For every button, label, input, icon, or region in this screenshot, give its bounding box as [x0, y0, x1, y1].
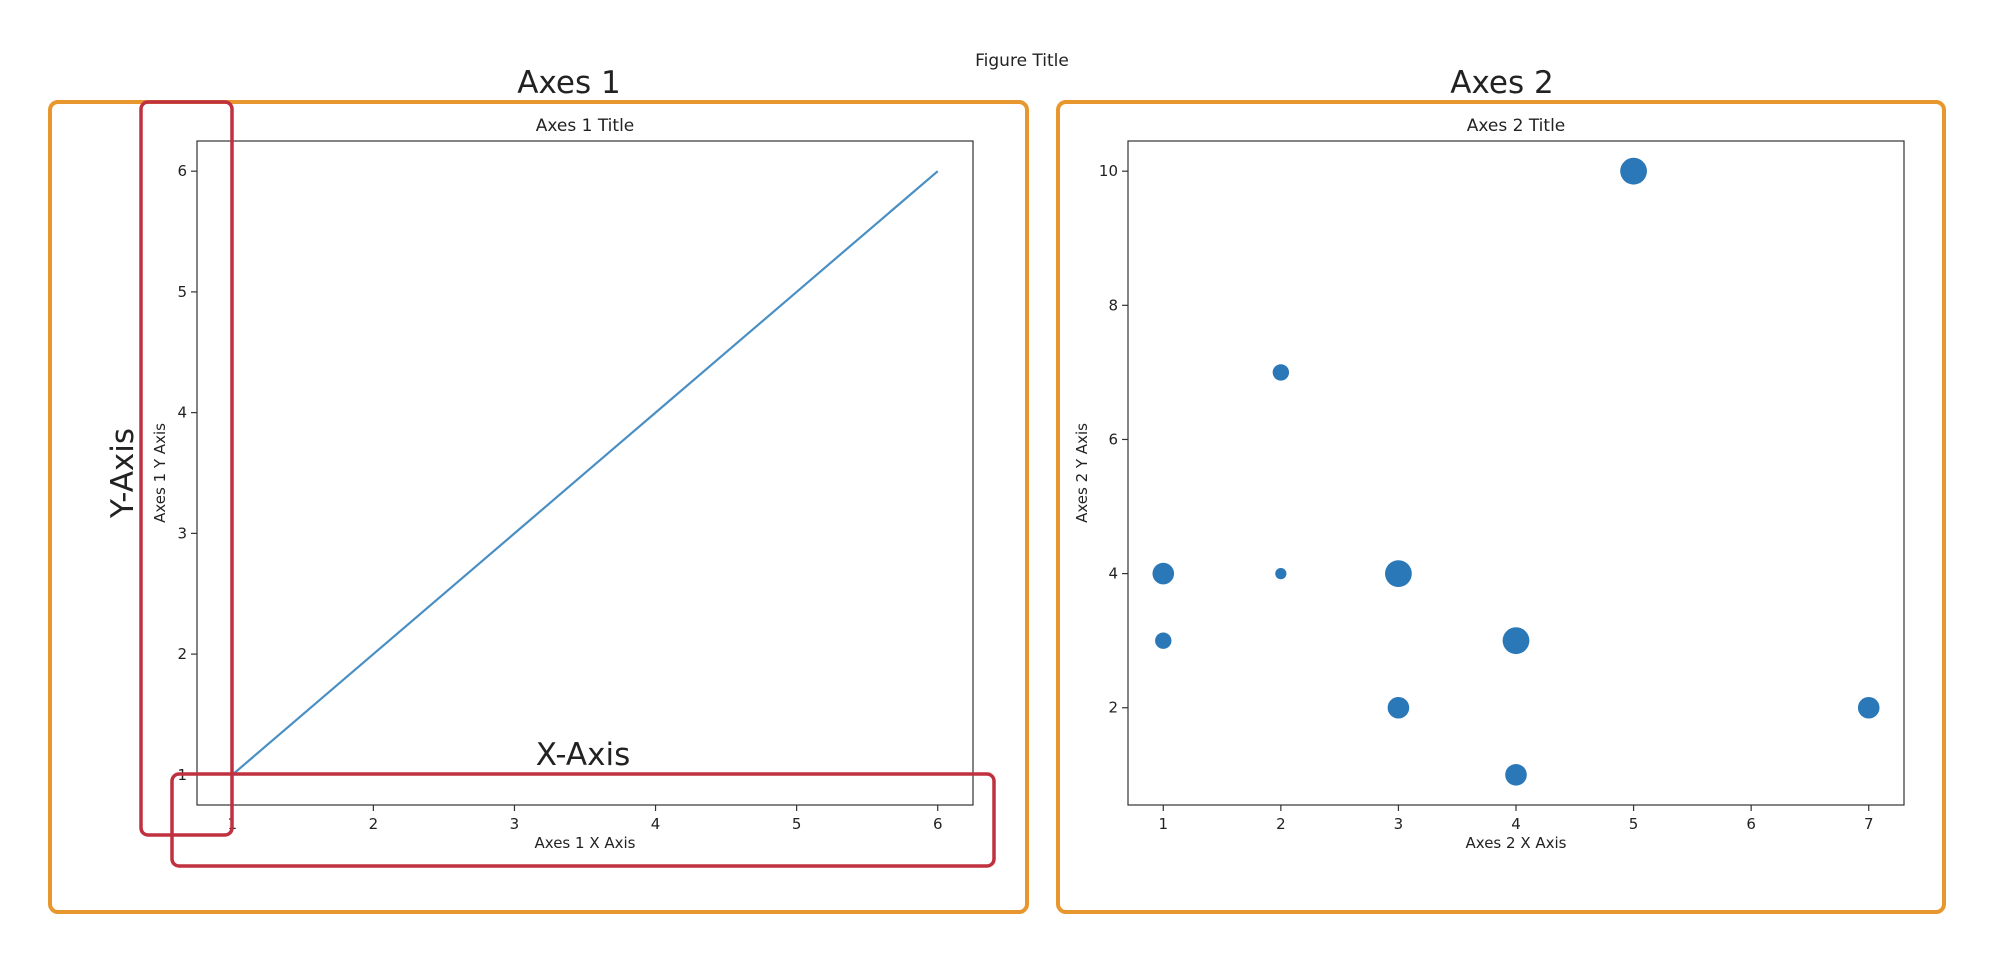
axes-2-panel: Axes 2 Axes 2 Title 1 2 3 4 5 6 7 2 4 6 8 10 Axes …	[1056, 65, 1946, 914]
axes-1-y-tick-label: 6	[177, 162, 187, 180]
scatter-point	[1505, 764, 1527, 786]
axes-1-y-tick-label: 5	[177, 283, 187, 301]
axes-2-scatter-points	[1152, 157, 1880, 786]
scatter-point	[1272, 364, 1290, 381]
axes-1-panel-label: Axes 1	[517, 65, 620, 101]
y-axis-annotation-label: Y-Axis	[105, 428, 141, 519]
y-axis-annotation-box	[139, 100, 234, 837]
scatter-point	[1275, 568, 1287, 580]
axes-2-x-ticks: 1 2 3 4 5 6 7	[1158, 805, 1874, 833]
axes-2-x-tick-label: 4	[1511, 815, 1521, 833]
figure-title: Figure Title	[975, 51, 1069, 71]
scatter-point	[1857, 696, 1880, 719]
x-axis-annotation-box	[170, 772, 996, 868]
axes-2-x-tick-label: 1	[1158, 815, 1168, 833]
axes-1-y-tick-label: 4	[177, 404, 187, 422]
axes-2-x-tick-label: 5	[1629, 815, 1639, 833]
axes-2-x-tick-label: 6	[1746, 815, 1756, 833]
axes-1-x-label: Axes 1 X Axis	[535, 834, 636, 852]
axes-1-x-tick-label: 6	[933, 815, 943, 833]
axes-2-x-tick-label: 2	[1276, 815, 1286, 833]
axes-2-y-tick-label: 6	[1108, 430, 1118, 448]
scatter-point	[1152, 562, 1175, 585]
axes-1-plot-frame	[196, 140, 974, 806]
axes-2-panel-border	[1056, 100, 1946, 914]
axes-2-y-ticks: 2 4 6 8 10	[1099, 162, 1128, 717]
axes-2-x-label: Axes 2 X Axis	[1466, 834, 1567, 852]
axes-1-series-line	[231, 170, 939, 776]
axes-1-panel-border	[48, 100, 1029, 914]
axes-1-x-tick-label: 4	[651, 815, 661, 833]
axes-1-title: Axes 1 Title	[536, 116, 635, 136]
axes-2-y-tick-label: 2	[1108, 699, 1118, 717]
scatter-point	[1385, 560, 1412, 588]
axes-2-y-tick-label: 8	[1108, 296, 1118, 314]
scatter-point	[1620, 157, 1647, 185]
axes-2-title: Axes 2 Title	[1467, 116, 1566, 136]
axes-1-x-tick-label: 2	[369, 815, 379, 833]
axes-2-y-label: Axes 2 Y Axis	[1073, 423, 1091, 523]
axes-2-plot-frame	[1127, 140, 1905, 806]
axes-1-y-label: Axes 1 Y Axis	[151, 423, 169, 523]
scatter-point	[1502, 627, 1530, 655]
axes-1-y-tick-label: 2	[177, 645, 187, 663]
axes-1-x-tick-label: 3	[510, 815, 520, 833]
x-axis-annotation-label: X-Axis	[536, 737, 631, 773]
axes-1-x-tick-label: 5	[792, 815, 802, 833]
scatter-point	[1155, 632, 1172, 649]
scatter-point	[1387, 696, 1410, 719]
axes-2-x-tick-label: 3	[1394, 815, 1404, 833]
axes-2-y-tick-label: 10	[1099, 162, 1118, 180]
axes-2-x-tick-label: 7	[1864, 815, 1874, 833]
axes-2-y-tick-label: 4	[1108, 565, 1118, 583]
axes-1-y-tick-label: 3	[177, 524, 187, 542]
axes-2-panel-label: Axes 2	[1450, 65, 1553, 101]
